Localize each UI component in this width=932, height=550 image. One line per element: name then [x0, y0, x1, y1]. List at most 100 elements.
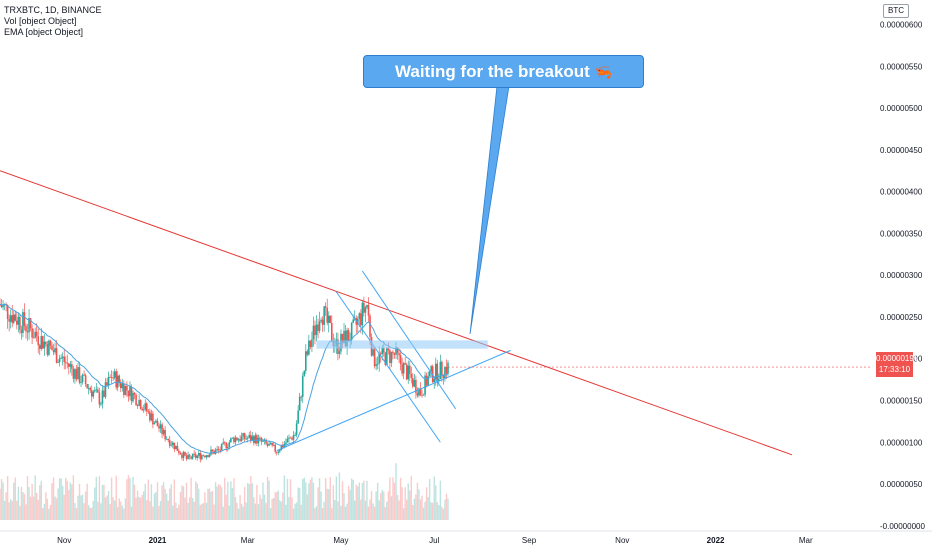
candle-body [179, 453, 182, 455]
candle-body [100, 403, 102, 405]
volume-bar [413, 498, 416, 520]
currency-badge[interactable]: BTC [883, 4, 909, 18]
volume-bar [243, 487, 246, 520]
candle-body [162, 429, 165, 435]
volume-bar [165, 493, 168, 520]
volume-bar [113, 500, 116, 520]
volume-bar [5, 492, 7, 520]
volume-bar [432, 502, 434, 520]
volume-bar [198, 488, 200, 520]
candle-body [410, 373, 413, 378]
volume-bar [87, 505, 90, 520]
volume-bar [158, 505, 160, 520]
candle-body [376, 363, 379, 365]
volume-bar [298, 488, 301, 520]
volume-bar [74, 503, 76, 520]
candle-body [159, 424, 162, 429]
volume-bar [444, 499, 446, 520]
legend-ema: EMA [object Object] [4, 27, 84, 37]
volume-bar [383, 491, 385, 520]
volume-bar [110, 477, 113, 520]
volume-bar [280, 501, 283, 520]
y-tick-label: 0.00000150 [880, 397, 923, 406]
volume-bar [61, 485, 64, 520]
volume-bar [178, 504, 180, 520]
candle-body [97, 389, 99, 393]
candle-body [185, 455, 188, 459]
candle-body [74, 369, 76, 379]
volume-bar [13, 482, 15, 520]
candle-body [358, 313, 361, 319]
volume-bar [438, 505, 440, 520]
volume-bar [225, 494, 227, 520]
candle-body [304, 351, 307, 371]
last-price-tag: 0.00000190 17:33:10 [876, 352, 918, 377]
volume-bar [156, 482, 159, 520]
volume-bar [129, 477, 131, 520]
candle-body [243, 433, 246, 439]
volume-bar [219, 484, 221, 520]
candle-body [360, 313, 362, 326]
volume-bar [233, 478, 235, 520]
volume-bar [266, 476, 269, 520]
volume-bar [211, 490, 214, 520]
candle-body [416, 392, 419, 396]
candle-body [442, 375, 445, 378]
volume-bar [231, 487, 234, 520]
volume-bar [126, 479, 128, 520]
volume-bar [117, 506, 119, 520]
volume-bar [286, 478, 289, 520]
volume-bar [401, 487, 403, 520]
volume-bar [260, 498, 263, 520]
volume-bar [55, 498, 58, 520]
candle-body [227, 446, 229, 449]
volume-bar [37, 499, 39, 520]
candle-body [158, 426, 160, 429]
candle-body [266, 443, 269, 446]
candle-body [303, 370, 306, 377]
candle-body [233, 437, 235, 443]
candle-body [55, 348, 58, 363]
volume-bar [292, 508, 295, 520]
volume-bar [306, 494, 309, 520]
volume-bar [195, 481, 197, 520]
candle-body [295, 423, 298, 435]
volume-bar [42, 508, 44, 520]
candle-body [286, 438, 289, 443]
volume-bar [271, 498, 273, 520]
candle-body [58, 358, 61, 362]
candle-body [434, 363, 437, 379]
channel-upper-line [361, 270, 457, 410]
candle-body [19, 316, 21, 330]
volume-bar [98, 476, 101, 520]
volume-bar [441, 506, 443, 520]
candle-body [123, 383, 125, 395]
volume-bar [302, 479, 304, 520]
candle-body [196, 455, 199, 458]
candle-body [262, 441, 264, 442]
y-tick-label: 0.00000550 [880, 62, 923, 71]
volume-bar [0, 479, 3, 520]
volume-bar [132, 476, 134, 520]
candle-body [104, 382, 107, 397]
candle-body [230, 438, 232, 443]
candle-body [216, 449, 218, 451]
candle-body [231, 437, 234, 439]
volume-bar [242, 506, 244, 520]
candle-body [80, 382, 82, 384]
candle-body [407, 365, 410, 380]
volume-bar [361, 482, 364, 520]
candle-body [149, 411, 151, 421]
candle-body [110, 377, 113, 378]
candle-body [379, 353, 382, 355]
volume-bar [201, 503, 203, 520]
candle-body [350, 322, 353, 341]
candle-body [93, 390, 96, 392]
candle-body [272, 444, 275, 446]
volume-bar [162, 482, 165, 520]
candle-body [49, 340, 52, 346]
volume-bar [376, 482, 379, 520]
y-tick-label: 0.00000600 [880, 21, 923, 30]
callout-pointer [469, 85, 510, 335]
